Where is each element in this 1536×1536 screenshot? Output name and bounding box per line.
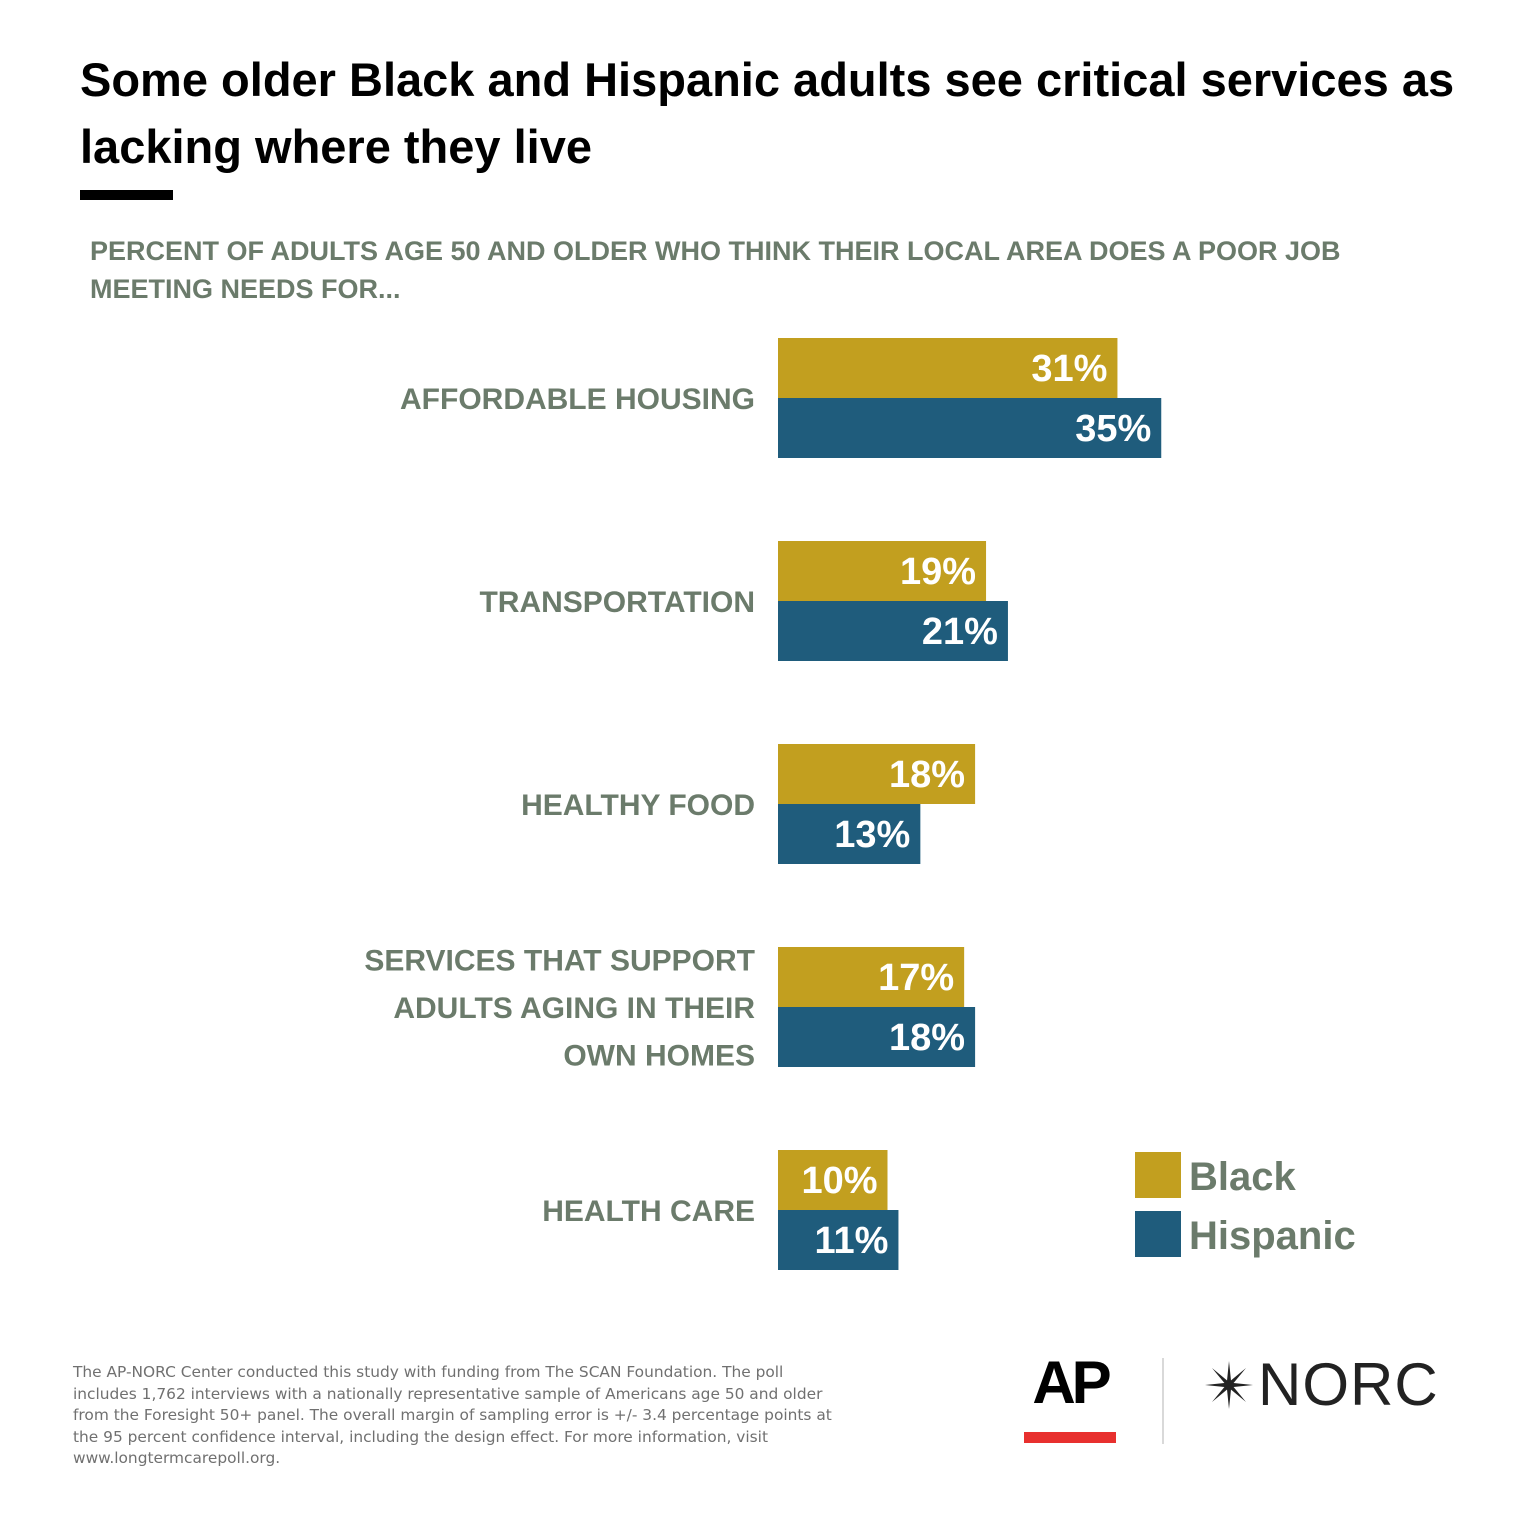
category-label-line: TRANSPORTATION [479,586,755,619]
title-underline-rule [80,190,173,200]
category-label-line: HEALTH CARE [542,1195,755,1228]
data-label-hispanic: 13% [834,814,910,856]
data-label-black: 31% [1031,348,1107,390]
bar-hispanic [778,804,921,864]
bar-hispanic [778,1007,976,1067]
legend-label-hispanic: Hispanic [1189,1214,1356,1258]
bar-black [778,1150,888,1210]
bar-black [778,541,987,601]
data-label-hispanic: 35% [1075,408,1151,450]
category-label: HEALTH CARE [542,1195,755,1228]
bar-black [778,947,965,1007]
category-label: TRANSPORTATION [479,586,755,619]
legend-swatch-black [1135,1152,1181,1198]
bar-black [778,744,976,804]
data-label-black: 18% [889,754,965,796]
category-label-line: SERVICES THAT SUPPORT [364,945,755,978]
norc-star-icon [1205,1361,1253,1409]
data-label-black: 10% [801,1160,877,1202]
data-label-hispanic: 18% [889,1017,965,1059]
legend-label-black: Black [1189,1155,1296,1199]
logo-divider [1162,1358,1164,1444]
bar-hispanic [778,601,1008,661]
bar-chart: AFFORDABLE HOUSING 31% 35% TRANSPORTATION 19… [364,338,1356,1270]
category-label-line: OWN HOMES [563,1040,755,1073]
norc-logo: NORC [1204,1352,1439,1418]
bar-black [778,338,1118,398]
bar-hispanic [778,398,1162,458]
bar-hispanic [778,1210,899,1270]
ap-logo-underline [1024,1432,1116,1443]
category-label-line: HEALTHY FOOD [521,789,755,822]
chart-subtitle: PERCENT OF ADULTS AGE 50 AND OLDER WHO T… [90,236,1341,304]
legend-swatch-hispanic [1135,1211,1181,1257]
chart-title: Some older Black and Hispanic adults see… [80,53,1455,173]
ap-logo: AP [1032,1349,1111,1416]
data-label-hispanic: 21% [922,611,998,653]
data-label-hispanic: 11% [814,1220,888,1262]
data-label-black: 17% [878,957,954,999]
methodology-footnote: The AP-NORC Center conducted this study … [73,1363,832,1467]
category-label: AFFORDABLE HOUSING [400,383,755,416]
category-label: HEALTHY FOOD [521,789,755,822]
category-label-line: AFFORDABLE HOUSING [400,383,755,416]
category-label: SERVICES THAT SUPPORT ADULTS AGING IN THE… [364,945,755,1073]
norc-logo-text: NORC [1258,1351,1439,1418]
data-label-black: 19% [900,551,976,593]
category-label-line: ADULTS AGING IN THEIR [393,992,755,1025]
